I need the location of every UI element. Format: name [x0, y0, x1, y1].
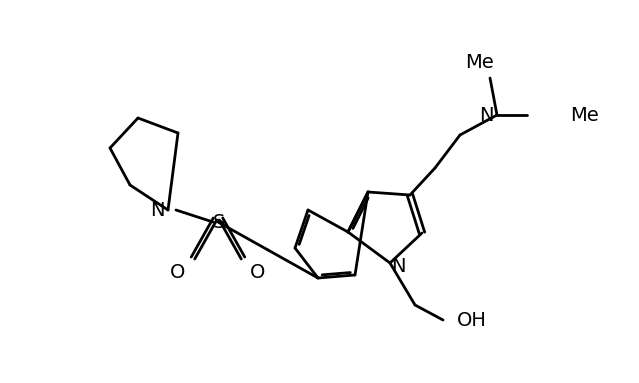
Text: Me: Me	[570, 105, 599, 124]
Text: N: N	[479, 105, 494, 124]
Text: S: S	[213, 213, 225, 231]
Text: O: O	[171, 262, 186, 282]
Text: O: O	[250, 262, 266, 282]
Text: Me: Me	[466, 52, 495, 72]
Text: N: N	[151, 200, 165, 219]
Text: N: N	[391, 257, 406, 275]
Text: OH: OH	[457, 311, 487, 329]
